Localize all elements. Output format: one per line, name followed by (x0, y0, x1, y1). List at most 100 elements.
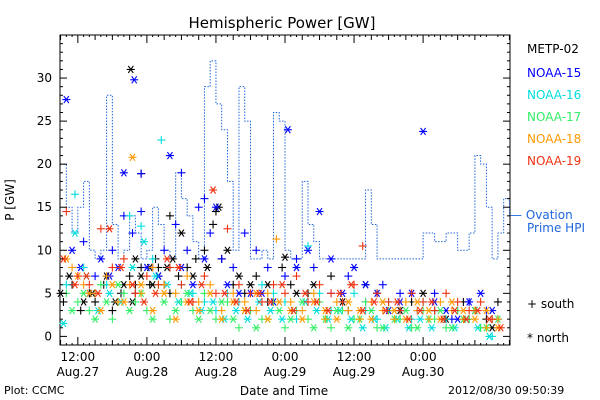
south-point (309, 289, 318, 298)
ovation-hpi-line (60, 60, 510, 260)
north-point (105, 224, 114, 233)
south-point (217, 306, 226, 315)
north-point (289, 306, 298, 315)
north-point (416, 306, 425, 315)
south-point (131, 297, 140, 306)
north-point (281, 253, 289, 261)
north-point (165, 151, 174, 160)
south-point (424, 315, 433, 324)
north-point (171, 315, 180, 323)
south-point (62, 280, 71, 289)
legend-item: NOAA-18 (527, 132, 582, 146)
legend-item: NOAA-15 (527, 66, 582, 80)
south-point (148, 254, 157, 263)
south-point (229, 289, 238, 298)
north-point (126, 65, 135, 74)
south-point (119, 289, 128, 298)
chart-title: Hemispheric Power [GW] (189, 14, 376, 32)
south-point (476, 297, 485, 306)
north-point (312, 306, 321, 315)
south-point (177, 168, 186, 177)
north-symbol-legend: * north (527, 331, 570, 345)
south-point (137, 222, 146, 231)
south-point (76, 306, 85, 315)
north-point (59, 319, 68, 328)
south-point (171, 220, 180, 229)
south-point (206, 280, 215, 289)
south-point (350, 289, 359, 298)
x-tick-time-label: 0:00 (272, 350, 299, 364)
north-point (203, 263, 212, 272)
north-point (151, 289, 160, 298)
south-point (165, 211, 174, 220)
south-point (263, 263, 272, 272)
south-point (407, 289, 416, 298)
south-point (191, 254, 200, 263)
south-point (157, 136, 166, 145)
south-point (453, 297, 462, 306)
south-point (272, 235, 281, 244)
north-point (160, 298, 169, 306)
north-point (131, 255, 140, 263)
north-point (194, 306, 203, 315)
south-point (160, 246, 169, 255)
north-point (116, 263, 125, 272)
north-point (358, 323, 367, 332)
north-point (312, 298, 321, 306)
south-point (154, 280, 163, 289)
south-point (344, 272, 353, 281)
north-point (197, 280, 206, 289)
south-point (278, 263, 287, 272)
south-point (281, 289, 289, 298)
south-point (344, 306, 353, 315)
y-tick-label: 10 (37, 243, 52, 257)
south-point (68, 263, 77, 272)
x-tick-time-label: 0:00 (133, 350, 160, 364)
north-point (286, 315, 295, 323)
ovation-legend-line2: Prime HPI (527, 221, 585, 235)
north-point (332, 306, 341, 315)
south-point (102, 272, 111, 281)
south-point (125, 211, 134, 220)
south-point (229, 263, 238, 272)
south-point (286, 280, 295, 289)
north-point (344, 323, 353, 332)
north-point (292, 289, 301, 298)
north-point (335, 289, 344, 298)
north-point (119, 168, 128, 177)
south-point (119, 254, 128, 263)
south-point (62, 207, 71, 216)
south-point (200, 194, 209, 203)
north-point (183, 289, 192, 298)
south-point (206, 229, 215, 238)
north-point (298, 315, 307, 323)
north-point (232, 298, 241, 306)
south-point (315, 280, 324, 289)
south-point (79, 237, 88, 246)
south-point (298, 306, 307, 315)
x-axis: 12:00Aug.270:00Aug.2812:00Aug.280:00Aug.… (57, 35, 510, 379)
south-point (108, 315, 117, 324)
north-point (447, 323, 456, 332)
north-point (148, 306, 157, 315)
north-point (301, 289, 310, 298)
north-point (470, 315, 479, 323)
south-point (442, 289, 451, 298)
north-point (413, 323, 422, 332)
south-point (148, 263, 157, 272)
x-tick-date-label: Aug.28 (195, 365, 238, 379)
south-point (269, 280, 278, 289)
north-point (209, 298, 218, 306)
north-point (266, 298, 275, 306)
south-point (194, 203, 203, 212)
north-point (332, 315, 341, 323)
south-point (246, 289, 255, 298)
south-point (252, 272, 261, 281)
north-point (85, 289, 94, 298)
south-point (211, 207, 220, 216)
x-tick-time-label: 12:00 (199, 350, 234, 364)
north-point (439, 315, 448, 323)
north-point (128, 153, 137, 162)
north-point (217, 315, 226, 323)
